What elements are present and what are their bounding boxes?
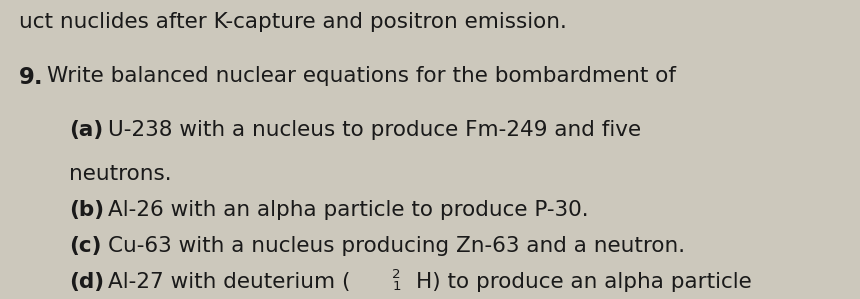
Text: (a): (a) [69, 120, 103, 140]
Text: (c): (c) [69, 236, 101, 256]
Text: Cu-63 with a nucleus producing Zn-63 and a neutron.: Cu-63 with a nucleus producing Zn-63 and… [108, 236, 685, 256]
Text: uct nuclides after K-capture and positron emission.: uct nuclides after K-capture and positro… [19, 12, 567, 32]
Text: Al-27 with deuterium (: Al-27 with deuterium ( [108, 272, 350, 292]
Text: (d): (d) [69, 272, 104, 292]
Text: (b): (b) [69, 200, 104, 220]
Text: 1: 1 [392, 280, 401, 292]
Text: Al-26 with an alpha particle to produce P-30.: Al-26 with an alpha particle to produce … [108, 200, 588, 220]
Text: U-238 with a nucleus to produce Fm-249 and five: U-238 with a nucleus to produce Fm-249 a… [108, 120, 641, 140]
Text: 2: 2 [392, 268, 401, 280]
Text: neutrons.: neutrons. [69, 164, 171, 184]
Text: H) to produce an alpha particle: H) to produce an alpha particle [416, 272, 752, 292]
Text: Write balanced nuclear equations for the bombardment of: Write balanced nuclear equations for the… [47, 66, 676, 86]
Text: 9.: 9. [19, 66, 44, 89]
